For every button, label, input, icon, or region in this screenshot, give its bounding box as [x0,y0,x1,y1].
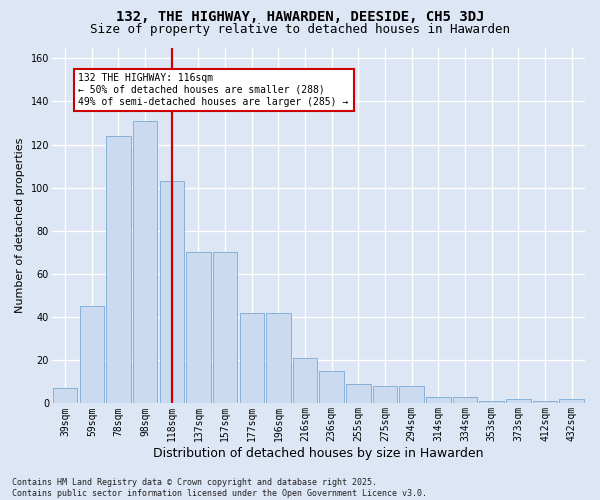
Bar [186,252,211,404]
Bar [400,386,424,404]
Y-axis label: Number of detached properties: Number of detached properties [15,138,25,313]
Bar [559,399,584,404]
Bar [266,313,290,404]
X-axis label: Distribution of detached houses by size in Hawarden: Distribution of detached houses by size … [153,447,484,460]
Bar [533,402,557,404]
Text: Contains HM Land Registry data © Crown copyright and database right 2025.
Contai: Contains HM Land Registry data © Crown c… [12,478,427,498]
Bar [346,384,371,404]
Bar [213,252,238,404]
Bar [373,386,397,404]
Bar [319,371,344,404]
Text: 132, THE HIGHWAY, HAWARDEN, DEESIDE, CH5 3DJ: 132, THE HIGHWAY, HAWARDEN, DEESIDE, CH5… [116,10,484,24]
Bar [453,397,478,404]
Bar [426,397,451,404]
Bar [80,306,104,404]
Bar [160,181,184,404]
Bar [506,399,530,404]
Bar [133,121,157,404]
Bar [106,136,131,404]
Text: Size of property relative to detached houses in Hawarden: Size of property relative to detached ho… [90,22,510,36]
Bar [53,388,77,404]
Bar [239,313,264,404]
Bar [479,402,504,404]
Bar [293,358,317,404]
Text: 132 THE HIGHWAY: 116sqm
← 50% of detached houses are smaller (288)
49% of semi-d: 132 THE HIGHWAY: 116sqm ← 50% of detache… [79,74,349,106]
